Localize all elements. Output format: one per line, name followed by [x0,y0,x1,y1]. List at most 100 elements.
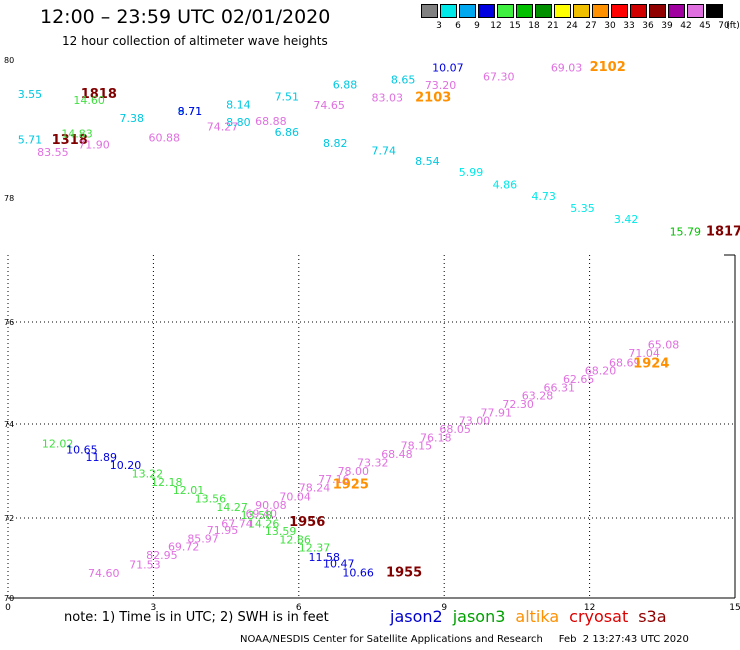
colorbar-label: 24 [566,21,578,31]
x-tick-label: 0 [5,603,11,613]
swh-label: 4.73 [531,190,556,203]
swh-label: 14.60 [73,94,105,107]
legend-jason3: jason3 [452,607,506,626]
colorbar-swatch [440,4,457,18]
colorbar-swatch [497,4,514,18]
swh-label: 85.97 [187,532,219,545]
swh-label: 63.28 [522,390,554,403]
swh-label: 71.53 [129,558,161,571]
colorbar-swatch [516,4,533,18]
colorbar-swatch [592,4,609,18]
swh-label: 77.91 [481,406,513,419]
colorbar-label: 12 [490,21,502,31]
colorbar-label: 36 [642,21,654,31]
swh-label: 11.58 [308,551,340,564]
swh-label: 66.31 [544,381,576,394]
swh-label: 71.04 [628,347,660,360]
swh-label: 78.24 [299,481,331,494]
swh-label: 10.66 [342,567,374,580]
swh-label: 6.88 [333,78,358,91]
swh-label: 71.90 [78,138,110,151]
legend-jason2: jason2 [390,607,443,626]
colorbar-swatch [649,4,666,18]
chart-subtitle: 12 hour collection of altimeter wave hei… [62,34,328,48]
colorbar-swatch [421,4,438,18]
swh-label: 1955 [386,566,422,581]
swh-label: 83.03 [372,91,404,104]
swh-label: 69.40 [245,507,277,520]
swh-label: 12.37 [299,542,331,555]
x-tick-label: 3 [151,603,157,613]
y-tick-label: 80 [4,56,14,65]
swh-label: 69.72 [168,541,200,554]
swh-label: 77.16 [318,473,350,486]
swh-label: 12.18 [151,476,183,489]
swh-label: 3.55 [18,88,43,101]
swh-label: 5.35 [570,202,595,215]
y-tick-label: 74 [4,420,14,429]
swh-label: 12.02 [42,437,74,450]
swh-label: 10.07 [432,62,464,75]
swh-label: 67.74 [221,518,253,531]
swh-label: 13.58 [241,509,273,522]
swh-label: 82.95 [146,549,178,562]
swh-label: 90.08 [255,499,287,512]
colorbar-label: 30 [604,21,616,31]
colorbar-unit: (ft) [726,21,740,31]
chart-title: 12:00 – 23:59 UTC 02/01/2020 [40,6,331,28]
colorbar-swatch [668,4,685,18]
colorbar-swatch [573,4,590,18]
swh-label: 1925 [333,478,369,493]
swh-label: 14.26 [248,518,280,531]
swh-label: 12.01 [173,484,205,497]
swh-label: 7.74 [372,145,397,158]
colorbar-label: 70 [718,21,730,31]
swh-label: 10.20 [110,459,142,472]
swh-label: 78.15 [401,440,433,453]
colorbar-swatch [687,4,704,18]
swh-label: 9.71 [178,105,203,118]
swh-label: 2103 [415,90,451,105]
colorbar-label: 45 [699,21,711,31]
swh-label: 73.00 [459,415,491,428]
colorbar-label: 6 [455,21,461,31]
swh-label: 5.71 [18,133,43,146]
colorbar-label: 9 [474,21,480,31]
colorbar-swatch [706,4,723,18]
swh-label: 68.20 [585,365,617,378]
colorbar-label: 27 [585,21,597,31]
swh-label: 13.22 [132,468,164,481]
swh-label: 76.18 [420,431,452,444]
swh-label: 10.47 [323,557,355,570]
x-tick-label: 12 [584,603,595,613]
swh-label: 1818 [81,87,117,102]
satellite-legend: jason2 jason3 altika cryosat s3a [390,607,677,626]
swh-label: 69.03 [551,62,583,75]
swh-label: 8.54 [415,155,440,168]
swh-label: 12.86 [279,533,311,546]
swh-label: 15.79 [670,225,702,238]
y-tick-label: 70 [4,594,14,603]
legend-cryosat: cryosat [569,607,629,626]
legend-s3a: s3a [638,607,667,626]
swh-label: 68.69 [609,356,641,369]
swh-label: 72.30 [502,398,534,411]
colorbar-swatch [554,4,571,18]
swh-label: 78.00 [338,465,370,478]
footer-credit: NOAA/NESDIS Center for Satellite Applica… [240,634,689,645]
swh-label: 6.86 [275,126,300,139]
swh-label: 71.95 [207,524,239,537]
colorbar-label: 39 [661,21,673,31]
colorbar-label: 3 [436,21,442,31]
legend-altika: altika [515,607,560,626]
swh-label: 14.27 [216,501,248,514]
colorbar-label: 21 [547,21,559,31]
swh-label: 1924 [633,356,669,371]
swh-label: 67.30 [483,71,515,84]
x-tick-label: 9 [441,603,447,613]
colorbar-swatch [611,4,628,18]
swh-label: 7.38 [119,112,143,125]
swh-label: 74.65 [313,99,345,112]
swh-label: 1956 [289,515,325,530]
